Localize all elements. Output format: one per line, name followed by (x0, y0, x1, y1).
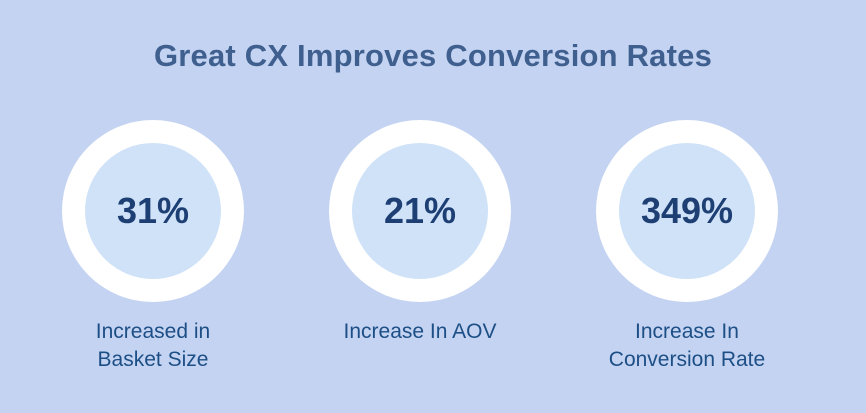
stat-ring: 21% (329, 120, 511, 302)
stat-value: 31% (116, 190, 190, 231)
stat-basket-size: 31% Increased in Basket Size (23, 120, 283, 374)
stat-aov: 21% Increase In AOV (290, 120, 550, 346)
stat-ring: 31% (62, 120, 244, 302)
stat-conversion-rate: 349% Increase In Conversion Rate (557, 120, 817, 374)
page-title: Great CX Improves Conversion Rates (153, 38, 713, 73)
stat-label-line: Conversion Rate (608, 348, 766, 371)
stat-label-line: Increase In AOV (343, 320, 497, 343)
stat-inner-circle: 21% (352, 143, 488, 279)
stat-label: Increase In Conversion Rate (557, 318, 817, 374)
stat-label: Increased in Basket Size (23, 318, 283, 374)
stat-inner-circle: 349% (619, 143, 755, 279)
stat-label-line: Increase In (635, 320, 739, 343)
stat-value: 349% (640, 190, 734, 231)
stat-label-line: Increased in (95, 320, 211, 343)
stat-value: 21% (383, 190, 457, 231)
stat-inner-circle: 31% (85, 143, 221, 279)
stat-ring: 349% (596, 120, 778, 302)
stat-label: Increase In AOV (290, 318, 550, 346)
stat-label-line: Basket Size (97, 348, 209, 371)
